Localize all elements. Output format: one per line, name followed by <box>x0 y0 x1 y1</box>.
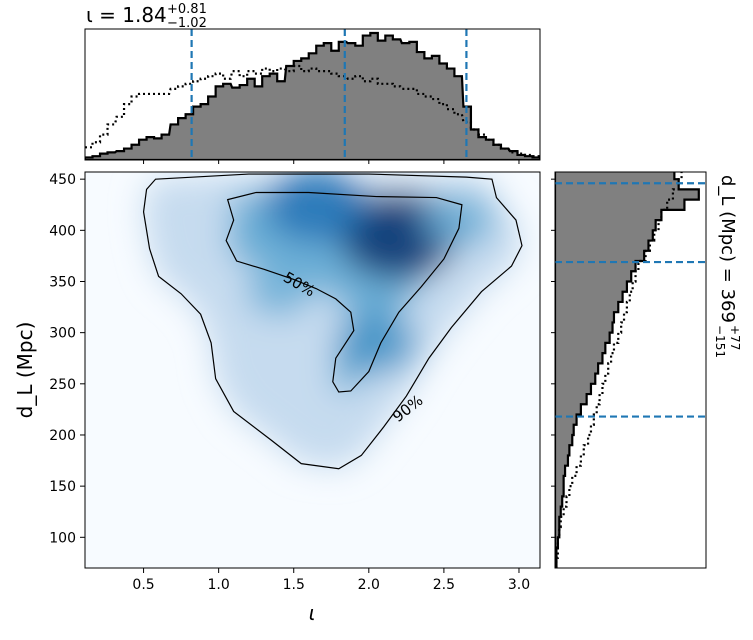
x-tick-label: 1.0 <box>208 577 230 593</box>
x-tick-label: 3.0 <box>508 577 530 593</box>
x-axis-label: ι <box>309 601 316 625</box>
top-hist-layer <box>85 31 540 160</box>
x-tick-label: 2.5 <box>433 577 455 593</box>
x-tick-label: 2.0 <box>358 577 380 593</box>
y-tick-label: 150 <box>49 479 76 495</box>
joint-panel-frame <box>84 171 541 569</box>
x-tick-label: 0.5 <box>132 577 154 593</box>
right-prior-histogram <box>555 172 683 568</box>
right-label-sup: +77 <box>728 325 742 350</box>
top-marginal-panel <box>85 29 540 164</box>
density-peak-4 <box>422 192 496 248</box>
right-label-group: d_L (Mpc) = 369 +77 −151 <box>713 175 742 358</box>
density-blobs <box>143 172 522 469</box>
density-peak-2 <box>335 312 418 374</box>
y-tick-label: 400 <box>49 223 76 239</box>
top-title-sup: +0.81 <box>167 2 207 17</box>
y-axis-label: d_L (Mpc) <box>13 322 37 419</box>
top-panel-frame <box>84 28 541 161</box>
y-tick-label: 100 <box>49 530 76 546</box>
density-layer <box>143 172 522 469</box>
contour-50pct <box>225 191 463 393</box>
right-histogram <box>555 172 700 568</box>
density-peak-1 <box>264 172 368 243</box>
y-tick-label: 350 <box>49 274 76 290</box>
y-tick-label: 450 <box>49 172 76 188</box>
right-hist-layer <box>555 172 700 568</box>
y-tick-label: 250 <box>49 377 76 393</box>
right-label-sub: −151 <box>713 325 727 358</box>
contour-90pct <box>142 173 523 470</box>
x-tick-label: 1.5 <box>283 577 305 593</box>
right-panel-frame <box>554 171 707 569</box>
joint-density-panel: 50%90%0.5 1.0 1.5 2.0 2.5 3.01001502002503003… <box>49 172 540 593</box>
top-title: ι = 1.84 <box>86 3 167 27</box>
y-tick-label: 200 <box>49 428 76 444</box>
top-histogram <box>85 31 540 160</box>
top-title-sub: −1.02 <box>167 16 207 31</box>
y-tick-label: 300 <box>49 326 76 342</box>
right-label: d_L (Mpc) = 369 <box>717 175 738 323</box>
right-marginal-panel <box>551 172 708 568</box>
